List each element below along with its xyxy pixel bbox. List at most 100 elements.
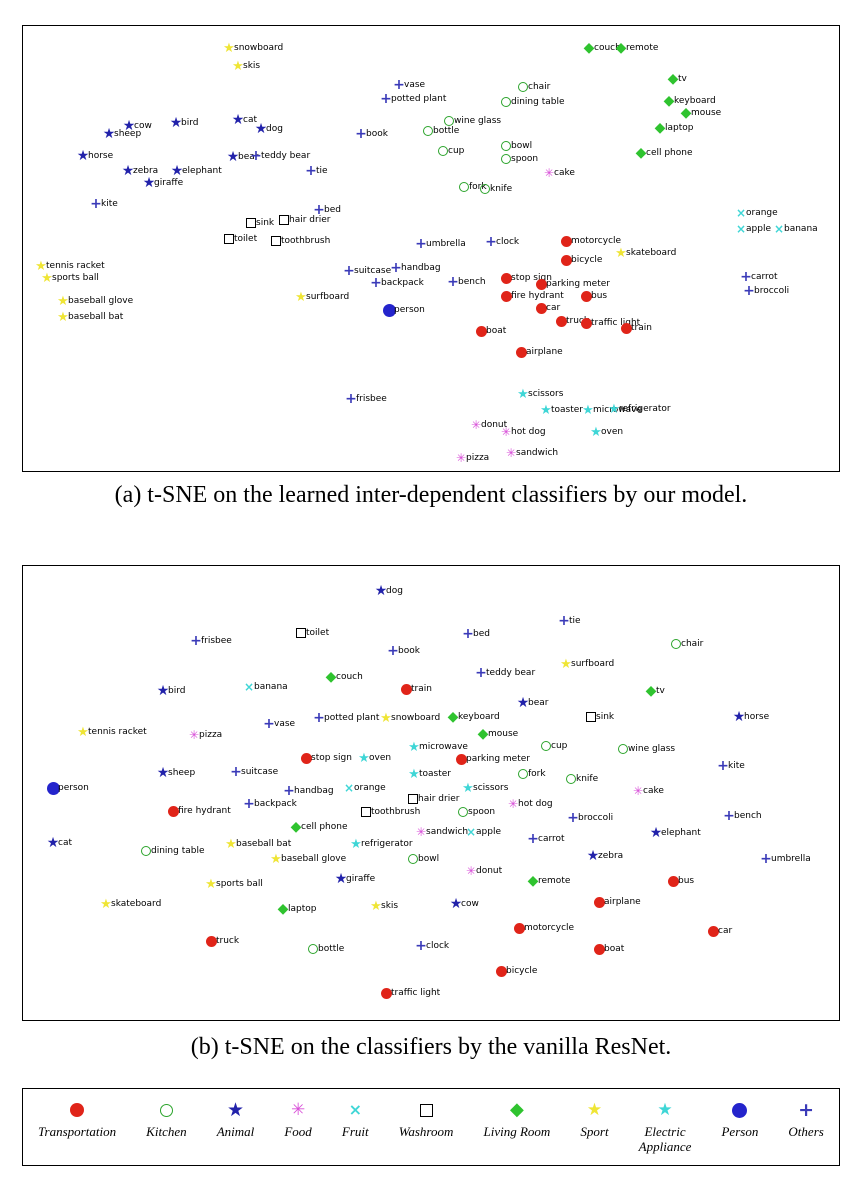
point-label: keyboard bbox=[458, 712, 500, 722]
point-dining-table: dining table bbox=[499, 95, 565, 109]
point-tv: ◆ tv bbox=[666, 72, 687, 86]
point-label: tv bbox=[678, 74, 687, 84]
point-laptop: ◆ laptop bbox=[276, 902, 317, 916]
others-marker-icon: + bbox=[760, 851, 772, 867]
living-room-marker-icon: ◆ bbox=[447, 709, 459, 725]
point-clock: + clock bbox=[414, 939, 449, 953]
point-label: sheep bbox=[114, 129, 142, 139]
point-label: kite bbox=[101, 199, 118, 209]
point-label: snowboard bbox=[234, 43, 284, 53]
point-elephant: ★ elephant bbox=[170, 164, 222, 178]
caption-b: (b) t-SNE on the classifiers by the vani… bbox=[190, 1034, 672, 1060]
point-label: wine glass bbox=[628, 744, 676, 754]
point-hot-dog: ✳ hot dog bbox=[499, 425, 546, 439]
point-label: remote bbox=[538, 876, 571, 886]
point-label: bed bbox=[473, 629, 490, 639]
point-dog: ★ dog bbox=[374, 584, 403, 598]
point-donut: ✳ donut bbox=[464, 864, 502, 878]
point-label: airplane bbox=[526, 347, 563, 357]
animal-marker-icon: ★ bbox=[46, 835, 60, 851]
point-label: potted plant bbox=[391, 94, 447, 104]
point-orange: × orange bbox=[734, 206, 778, 220]
point-label: motorcycle bbox=[524, 923, 575, 933]
point-label: elephant bbox=[182, 166, 222, 176]
point-label: bird bbox=[168, 686, 186, 696]
sport-marker-icon: ★ bbox=[270, 851, 282, 867]
point-bottle: bottle bbox=[421, 124, 459, 138]
others-marker-icon: + bbox=[415, 938, 427, 954]
point-airplane: airplane bbox=[592, 895, 641, 909]
point-book: + book bbox=[386, 644, 420, 658]
point-label: banana bbox=[784, 224, 818, 234]
sport-marker-icon: ★ bbox=[560, 656, 572, 672]
point-stop-sign: stop sign bbox=[499, 271, 552, 285]
point-zebra: ★ zebra bbox=[586, 849, 623, 863]
point-tennis-racket: ★ tennis racket bbox=[34, 259, 104, 273]
point-baseball-bat: ★ baseball bat bbox=[224, 837, 291, 851]
point-label: bicycle bbox=[571, 255, 603, 265]
others-marker-icon: + bbox=[415, 236, 427, 252]
others-marker-icon: + bbox=[283, 783, 295, 799]
others-marker-icon: + bbox=[190, 633, 202, 649]
others-marker-icon: + bbox=[717, 758, 729, 774]
point-keyboard: ◆ keyboard bbox=[662, 94, 716, 108]
food-marker-icon: ✳ bbox=[500, 425, 512, 439]
point-knife: knife bbox=[478, 182, 512, 196]
others-marker-icon: + bbox=[263, 716, 275, 732]
point-bus: bus bbox=[666, 874, 694, 888]
legend-item-washroom: Washroom bbox=[399, 1099, 454, 1140]
sport-marker-icon: ★ bbox=[586, 1099, 603, 1120]
sport-marker-icon: ★ bbox=[100, 896, 112, 912]
point-label: dining table bbox=[511, 97, 565, 107]
others-marker-icon: + bbox=[380, 91, 392, 107]
point-label: teddy bear bbox=[486, 668, 536, 678]
point-label: zebra bbox=[598, 851, 624, 861]
legend-item-transportation: Transportation bbox=[38, 1099, 116, 1140]
point-label: cow bbox=[134, 121, 152, 131]
point-wine-glass: wine glass bbox=[442, 114, 501, 128]
point-cell-phone: ◆ cell phone bbox=[634, 146, 693, 160]
person-marker-icon bbox=[730, 1099, 750, 1121]
legend-item-sport: ★ Sport bbox=[580, 1099, 608, 1140]
point-label: spoon bbox=[511, 154, 539, 164]
point-hair-drier: hair drier bbox=[277, 213, 330, 227]
point-label: person bbox=[58, 783, 89, 793]
point-handbag: + handbag bbox=[389, 261, 440, 275]
point-hair-drier: hair drier bbox=[406, 792, 459, 806]
point-label: parking meter bbox=[466, 754, 530, 764]
point-label: microwave bbox=[593, 405, 642, 415]
point-label: mouse bbox=[691, 108, 722, 118]
point-bird: ★ bird bbox=[169, 116, 199, 130]
point-label: snowboard bbox=[391, 713, 441, 723]
point-bicycle: bicycle bbox=[494, 964, 537, 978]
point-label: traffic light bbox=[591, 318, 641, 328]
food-marker-icon: ✳ bbox=[632, 784, 644, 798]
point-oven: ★ oven bbox=[589, 425, 623, 439]
point-label: fire hydrant bbox=[178, 806, 231, 816]
point-motorcycle: motorcycle bbox=[559, 234, 621, 248]
point-chair: chair bbox=[516, 80, 550, 94]
animal-marker-icon: ★ bbox=[142, 175, 156, 191]
electric-marker-icon: ★ bbox=[582, 402, 594, 418]
point-apple: × apple bbox=[464, 825, 501, 839]
point-donut: ✳ donut bbox=[469, 418, 507, 432]
living-room-marker-icon: ◆ bbox=[583, 40, 595, 56]
point-label: hot dog bbox=[518, 799, 553, 809]
others-marker-icon: + bbox=[243, 796, 255, 812]
point-label: donut bbox=[476, 866, 503, 876]
legend-label: Electric Appliance bbox=[638, 1124, 692, 1154]
others-marker-icon: + bbox=[250, 148, 262, 164]
legend-label: Others bbox=[788, 1124, 824, 1139]
point-bench: + bench bbox=[446, 275, 485, 289]
animal-marker-icon: ★ bbox=[374, 583, 388, 599]
point-bicycle: bicycle bbox=[559, 253, 602, 267]
point-train: train bbox=[399, 682, 432, 696]
living-room-marker-icon: ◆ bbox=[290, 819, 302, 835]
point-label: laptop bbox=[665, 123, 694, 133]
point-label: couch bbox=[336, 672, 363, 682]
point-tie: + tie bbox=[304, 164, 327, 178]
point-label: bus bbox=[678, 876, 695, 886]
point-cake: ✳ cake bbox=[631, 784, 664, 798]
point-label: dog bbox=[266, 124, 283, 134]
